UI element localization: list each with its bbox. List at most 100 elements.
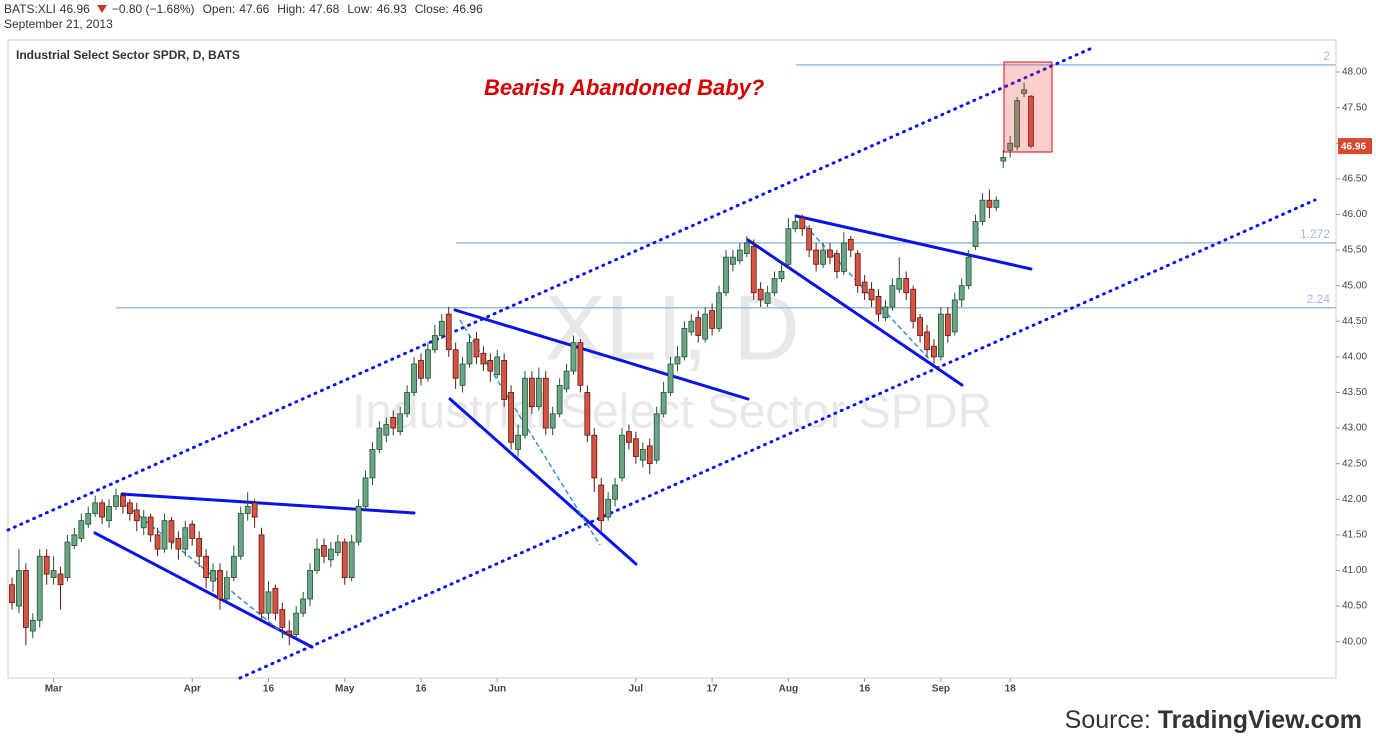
candle-body [924, 331, 930, 351]
candle-body [203, 555, 209, 579]
candle-body [300, 598, 307, 614]
candle-body [265, 591, 272, 614]
candle-body [709, 310, 716, 329]
candle-body [937, 313, 944, 358]
x-tick-label: 16 [415, 684, 427, 695]
trend-line [448, 397, 638, 566]
x-tick-label: 18 [1005, 684, 1017, 695]
y-tick-label: 40.00 [1342, 636, 1367, 647]
watermark-symbol: XLI, D [544, 277, 800, 379]
candle-body [1007, 142, 1014, 151]
candle-body [92, 502, 99, 514]
candle-body [771, 278, 778, 294]
y-tick-label: 46.00 [1342, 209, 1367, 220]
candle-body [168, 520, 175, 543]
candle-body [723, 256, 729, 294]
candle-body [189, 523, 196, 539]
annotation: Bearish Abandoned Baby? [484, 75, 764, 100]
down-arrow [96, 5, 107, 13]
candle-body [452, 349, 459, 379]
candle-body [9, 584, 15, 603]
candle-body [71, 534, 78, 546]
candle-body [716, 292, 722, 329]
candle-body [903, 278, 910, 294]
candle-body [411, 363, 417, 393]
candle-body [147, 516, 154, 536]
candle-body [480, 352, 487, 365]
candle-body [22, 570, 29, 628]
candle-body [64, 541, 71, 579]
x-tick-label: May [335, 684, 355, 695]
candle-body [57, 573, 64, 586]
candle-body [958, 285, 965, 301]
candle-body [563, 370, 570, 390]
candle-body [535, 377, 542, 408]
symbol: BATS:XLI [4, 2, 56, 16]
candle-body [626, 431, 632, 443]
candle-body [660, 392, 667, 415]
candle-body [438, 320, 445, 336]
candle-body [369, 449, 376, 479]
candle-body [397, 413, 404, 433]
candle-body [667, 363, 674, 393]
y-tick-label: 43.00 [1342, 423, 1367, 434]
candle-body [951, 299, 958, 333]
open-label: Open: [202, 2, 236, 16]
candle-body [632, 438, 639, 457]
candle-body [972, 221, 979, 247]
x-tick-label: Apr [184, 684, 201, 695]
candle-body [944, 313, 951, 336]
candle-body [993, 199, 1000, 208]
price-tag [1338, 138, 1372, 155]
candle-body [861, 281, 868, 294]
candle-body [806, 228, 813, 251]
watermark-name: Industrial Select Sector SPDR [352, 386, 992, 439]
candle-body [29, 619, 36, 632]
candle-body [321, 545, 327, 557]
candle-body [612, 484, 618, 500]
candle-body [577, 342, 584, 386]
source-name: TradingView.com [1157, 706, 1362, 734]
candle-body [113, 495, 119, 507]
low-label: Low: [347, 2, 373, 16]
candle-body [175, 538, 182, 550]
candle-body [757, 288, 764, 301]
candle-body [570, 342, 577, 372]
candle-body [702, 313, 709, 340]
candle-body [556, 384, 563, 415]
x-tick-label: 17 [707, 684, 719, 695]
candle-body [307, 570, 313, 600]
level-label: 2.24 [1307, 292, 1331, 306]
highlight-box [1003, 61, 1053, 153]
x-tick-label: Sep [932, 684, 950, 695]
x-tick-label: 16 [859, 684, 871, 695]
y-tick-label: 46.50 [1342, 173, 1367, 184]
high-value: 47.68 [309, 2, 340, 16]
candle-body [258, 534, 265, 614]
candle-body [688, 320, 695, 333]
candle-body [106, 505, 112, 522]
candle-body [182, 527, 189, 550]
candle-body [355, 505, 362, 543]
source-label: Source: [1064, 706, 1151, 734]
candle-body [404, 392, 411, 415]
candle-body [549, 413, 556, 429]
candle-body [917, 317, 923, 336]
candle-body [140, 516, 147, 529]
x-tick-label: Aug [779, 684, 798, 695]
dashed-line [119, 499, 286, 636]
candle-body [778, 271, 785, 279]
trend-line [746, 238, 964, 387]
candle-body [425, 349, 431, 379]
open-value: 47.66 [239, 2, 270, 16]
candle-body [501, 360, 508, 400]
candle-body [334, 541, 341, 554]
candle-body [237, 513, 244, 557]
candle-body [1021, 89, 1027, 94]
candle-body [43, 555, 50, 575]
candle-body [99, 502, 106, 518]
candle-body [986, 199, 993, 208]
candle-body [251, 502, 258, 518]
candle-body [217, 570, 223, 600]
